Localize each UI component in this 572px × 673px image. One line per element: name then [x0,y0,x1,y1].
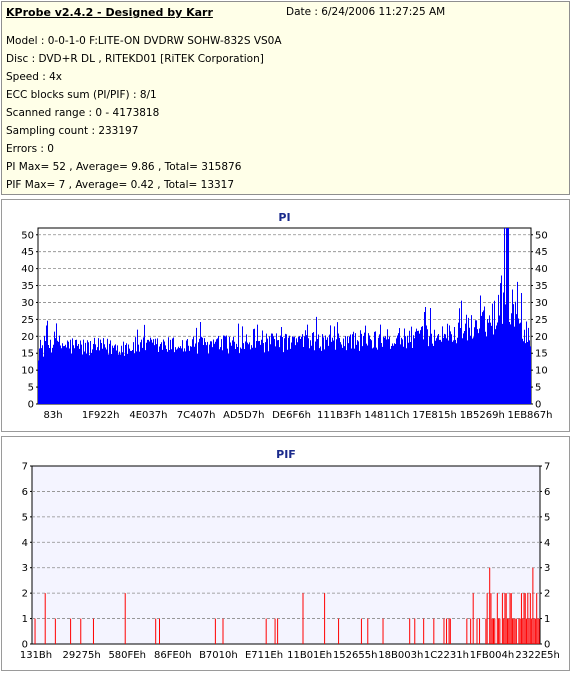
y-tick-label-right: 50 [535,230,548,241]
x-tick-label: 4E037h [129,410,167,421]
y-tick-label-right: 0 [544,640,550,651]
y-tick-label-left: 20 [21,332,34,343]
info-sampling-count: Sampling count : 233197 [6,125,139,137]
x-tick-label: E711Eh [245,650,283,661]
x-tick-label: B7010h [199,650,238,661]
y-tick-label-left: 2 [22,589,28,600]
y-tick-label-right: 15 [535,349,548,360]
info-ecc-blocks: ECC blocks sum (PI/PIF) : 8/1 [6,89,157,101]
y-tick-label-right: 4 [544,538,550,549]
x-tick-label: AD5D7h [223,410,264,421]
info-panel: KProbe v2.4.2 - Designed by Karr Date : … [1,1,570,195]
x-tick-label: 131Bh [20,650,52,661]
x-tick-label: 29275h [63,650,101,661]
y-tick-label-left: 10 [21,366,34,377]
y-tick-label-right: 6 [544,487,550,498]
x-tick-label: 1EB867h [508,410,553,421]
y-tick-label-left: 1 [22,614,28,625]
x-tick-label: 7C407h [177,410,216,421]
x-tick-label: 86FE0h [154,650,192,661]
x-tick-label: 2322E5h [515,650,559,661]
y-tick-label-right: 1 [544,614,550,625]
y-tick-label-right: 10 [535,366,548,377]
y-tick-label-right: 5 [535,383,541,394]
y-tick-label-right: 5 [544,512,550,523]
y-tick-label-right: 35 [535,281,548,292]
y-tick-label-right: 3 [544,563,550,574]
y-tick-label-left: 5 [28,383,34,394]
y-tick-label-left: 6 [22,487,28,498]
app-title: KProbe v2.4.2 - Designed by Karr [6,6,213,19]
x-tick-label: 1B5269h [460,410,505,421]
series-bars [34,567,540,644]
x-tick-label: 18B003h [378,650,423,661]
series-bars [38,228,531,404]
info-scanned-range: Scanned range : 0 - 4173818 [6,107,160,119]
x-tick-label: 1C2231h [424,650,469,661]
y-tick-label-right: 2 [544,589,550,600]
y-tick-label-left: 0 [28,400,34,411]
y-tick-label-right: 40 [535,264,548,275]
pif-chart-panel: PIF 0 0 1 1 2 2 3 3 4 4 5 5 6 6 7 7 131Bh 29275h 580FEh 86FE… [1,436,570,671]
x-tick-label: 17E815h [412,410,456,421]
y-tick-label-left: 45 [21,247,34,258]
pi-chart: PI 0 0 5 5 10 10 15 15 20 20 25 25 30 30 35 35 40 40 45 45 50… [21,211,553,421]
y-tick-label-left: 5 [22,512,28,523]
info-pi-stats: PI Max= 52 , Average= 9.86 , Total= 3158… [6,161,242,173]
scan-date: Date : 6/24/2006 11:27:25 AM [286,6,446,18]
x-tick-label: 11B01Eh [287,650,332,661]
chart-title: PI [278,211,290,224]
x-tick-label: 580FEh [108,650,146,661]
chart-title: PIF [276,448,296,461]
x-tick-label: 152655h [333,650,378,661]
y-tick-label-left: 7 [22,462,28,473]
x-tick-label: 1F922h [82,410,120,421]
y-tick-label-left: 40 [21,264,34,275]
y-tick-label-right: 0 [535,400,541,411]
y-tick-label-right: 45 [535,247,548,258]
x-tick-label: 83h [43,410,62,421]
y-tick-label-right: 30 [535,298,548,309]
x-tick-label: 14811Ch [364,410,409,421]
x-tick-label: DE6F6h [272,410,311,421]
pif-chart: PIF 0 0 1 1 2 2 3 3 4 4 5 5 6 6 7 7 131Bh 29275h 580FEh 86FE… [20,448,560,661]
info-errors: Errors : 0 [6,143,54,155]
info-speed: Speed : 4x [6,71,63,83]
y-tick-label-right: 7 [544,462,550,473]
info-model: Model : 0-0-1-0 F:LITE-ON DVDRW SOHW-832… [6,35,282,47]
y-tick-label-left: 35 [21,281,34,292]
info-disc: Disc : DVD+R DL , RITEKD01 [RiTEK Corpor… [6,53,264,65]
y-tick-label-left: 0 [22,640,28,651]
y-tick-label-left: 3 [22,563,28,574]
x-tick-label: 1FB004h [470,650,514,661]
y-tick-label-left: 50 [21,230,34,241]
y-tick-label-left: 15 [21,349,34,360]
y-tick-label-left: 30 [21,298,34,309]
y-tick-label-left: 4 [22,538,28,549]
y-tick-label-right: 20 [535,332,548,343]
x-tick-label: 111B3Fh [317,410,361,421]
y-tick-label-left: 25 [21,315,34,326]
info-pif-stats: PIF Max= 7 , Average= 0.42 , Total= 1331… [6,179,235,191]
y-tick-label-right: 25 [535,315,548,326]
pi-chart-panel: PI 0 0 5 5 10 10 15 15 20 20 25 25 30 30 35 35 40 40 45 45 50… [1,199,570,432]
plot-area [31,465,541,645]
